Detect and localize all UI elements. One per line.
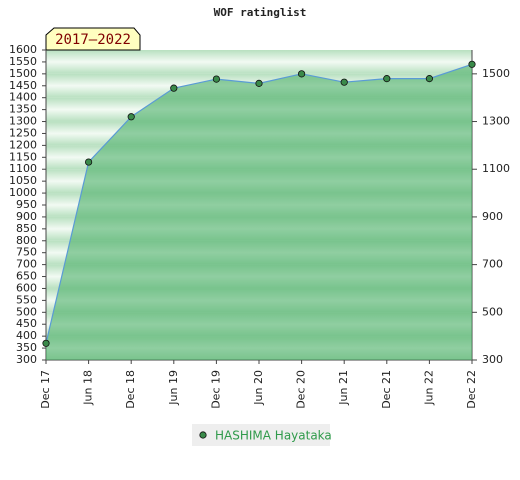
marker — [127, 113, 135, 121]
x-tick-label: Jun 18 — [82, 370, 95, 406]
y-tick-label: 1400 — [9, 91, 37, 104]
x-tick-label: Jun 20 — [252, 370, 265, 406]
marker — [297, 70, 306, 78]
y-tick-label: 750 — [16, 246, 37, 259]
legend-label: HASHIMA Hayataka — [215, 429, 332, 443]
y-tick-label: 650 — [16, 270, 37, 283]
legend — [192, 424, 330, 446]
x-tick-label: Dec 22 — [465, 370, 478, 409]
y-tick-label: 700 — [16, 258, 37, 271]
y-tick-label: 1000 — [9, 186, 37, 199]
y-tick-label: 1300 — [9, 115, 37, 128]
y-tick-label: 1250 — [9, 126, 37, 139]
legend-marker — [199, 431, 207, 439]
y-tick-label: 1200 — [9, 138, 37, 151]
y2-tick-label: 1500 — [482, 67, 510, 80]
y2-tick-label: 500 — [482, 305, 503, 318]
y-tick-label: 1450 — [9, 79, 37, 92]
y-tick-label: 400 — [16, 329, 37, 342]
annotation-box — [45, 27, 141, 51]
y-tick-label: 1500 — [9, 67, 37, 80]
x-tick-label: Dec 18 — [124, 370, 137, 409]
y-tick-label: 1150 — [9, 150, 37, 163]
marker — [340, 78, 348, 86]
x-tick-label: Jun 22 — [422, 370, 435, 406]
y-tick-label: 450 — [16, 317, 37, 330]
y-tick-label: 300 — [16, 353, 37, 366]
y-tick-label: 600 — [16, 281, 37, 294]
x-tick-label: Dec 20 — [295, 370, 308, 409]
y2-tick-label: 300 — [482, 353, 503, 366]
y2-tick-label: 1300 — [482, 115, 510, 128]
y-tick-label: 1350 — [9, 103, 37, 116]
y-tick-label: 500 — [16, 305, 37, 318]
y-tick-label: 900 — [16, 210, 37, 223]
x-tick-label: Jun 21 — [337, 370, 350, 406]
marker — [383, 75, 391, 83]
marker — [42, 339, 50, 347]
y-tick-label: 1100 — [9, 162, 37, 175]
marker — [170, 84, 178, 92]
y-tick-label: 350 — [16, 341, 37, 354]
y-tick-label: 850 — [16, 222, 37, 235]
background-band — [46, 50, 472, 74]
marker — [468, 60, 476, 68]
x-tick-label: Dec 17 — [39, 370, 52, 409]
chart-title: WOF ratinglist — [214, 6, 307, 19]
y-tick-label: 1600 — [9, 43, 37, 56]
area — [46, 64, 472, 361]
y-tick-label: 800 — [16, 234, 37, 247]
y-tick-label: 550 — [16, 293, 37, 306]
annotation: 2017–2022 — [55, 32, 131, 48]
y2-tick-label: 900 — [482, 210, 503, 223]
marker — [212, 75, 220, 83]
x-tick-label: Dec 21 — [380, 370, 393, 409]
y-tick-label: 1550 — [9, 55, 37, 68]
marker — [255, 79, 263, 87]
y-tick-label: 1050 — [9, 174, 37, 187]
x-tick-label: Jun 19 — [167, 370, 180, 406]
marker — [425, 75, 433, 83]
y-tick-label: 950 — [16, 198, 37, 211]
marker — [85, 158, 93, 166]
y2-tick-label: 1100 — [482, 162, 510, 175]
y2-tick-label: 700 — [482, 258, 503, 271]
x-tick-label: Dec 19 — [209, 370, 222, 409]
